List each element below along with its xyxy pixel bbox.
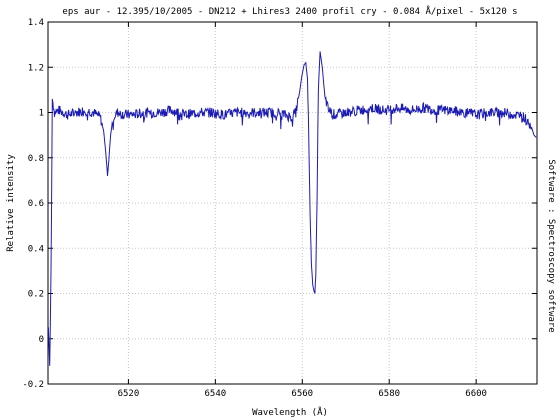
y-tick-label: 0 <box>39 335 44 345</box>
plot-frame <box>47 21 538 385</box>
x-tick-label: 6560 <box>291 389 313 399</box>
y-tick-label: 1.4 <box>28 18 44 28</box>
y-axis-label: Relative intensity <box>6 154 16 252</box>
y-tick-label: 0.8 <box>28 154 44 164</box>
x-tick-label: 6580 <box>378 389 400 399</box>
x-tick-label: 6540 <box>205 389 227 399</box>
grid-layer <box>48 21 537 385</box>
y-tick-label: 1 <box>39 109 44 119</box>
tick-layer: 6520 6540 6560 6580 6600 -0.2 0 0.2 0.4 0.6 0.8 1 1.… <box>22 18 537 399</box>
y-tick-label: -0.2 <box>22 380 44 390</box>
x-axis-label: Wavelength (Å) <box>252 406 328 418</box>
x-tick-label: 6600 <box>465 389 487 399</box>
y-tick-label: 0.4 <box>28 244 44 254</box>
y-tick-label: 0.6 <box>28 199 44 209</box>
y-tick-label: 1.2 <box>28 63 44 73</box>
chart-title: eps aur - 12.395/10/2005 - DN212 + Lhire… <box>62 5 517 17</box>
software-label: Software : Spectroscopy software <box>546 159 556 332</box>
y-tick-label: 0.2 <box>28 290 44 300</box>
series-line <box>47 51 537 366</box>
x-tick-label: 6520 <box>118 389 140 399</box>
